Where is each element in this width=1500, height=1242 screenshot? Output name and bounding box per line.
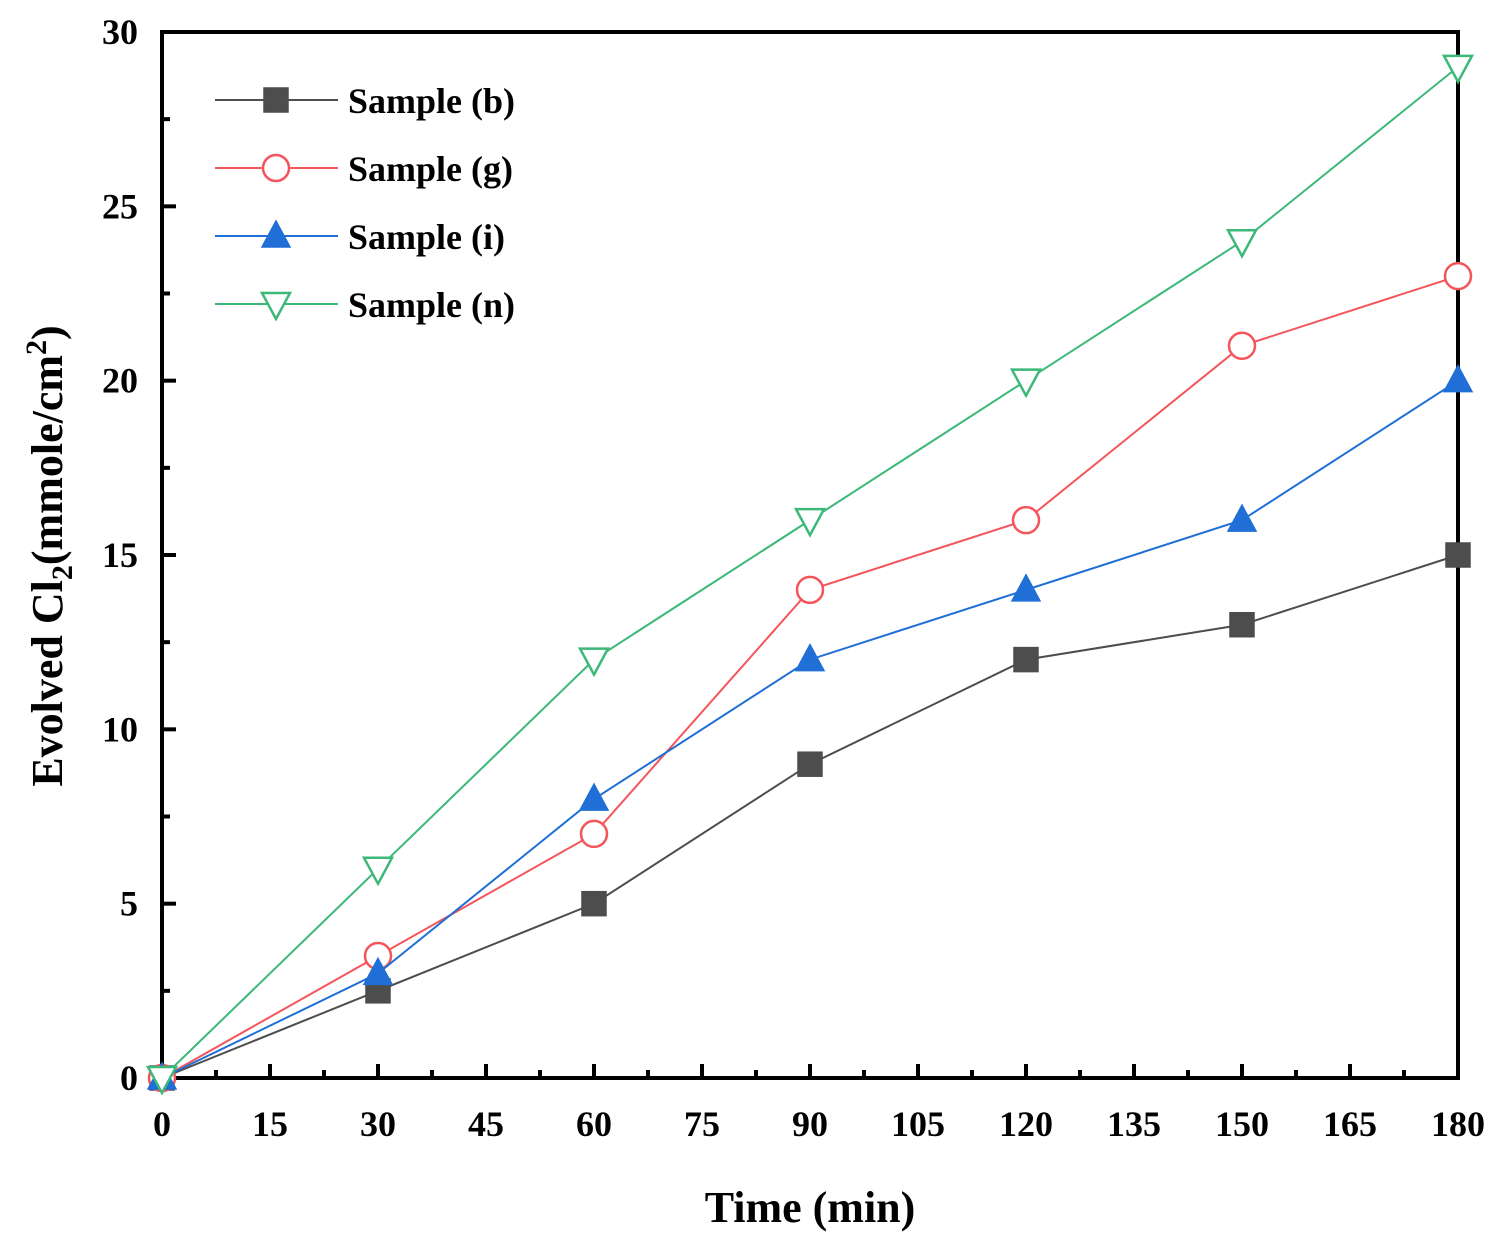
x-tick-label: 75 bbox=[684, 1104, 720, 1144]
series-0 bbox=[149, 542, 1471, 1091]
series-line bbox=[161, 275, 1459, 1079]
data-point bbox=[1227, 331, 1257, 361]
legend-marker bbox=[260, 219, 292, 248]
legend-label: Sample (n) bbox=[348, 285, 515, 325]
series-line bbox=[161, 379, 1459, 1079]
x-tick-label: 165 bbox=[1323, 1104, 1377, 1144]
legend-entry: Sample (b) bbox=[215, 81, 515, 121]
x-tick-label: 135 bbox=[1107, 1104, 1161, 1144]
x-tick-label: 120 bbox=[999, 1104, 1053, 1144]
legend-label: Sample (g) bbox=[348, 149, 513, 189]
y-tick-label: 0 bbox=[120, 1058, 138, 1098]
legend-marker bbox=[263, 87, 289, 113]
data-point bbox=[581, 890, 607, 917]
legend-entry: Sample (n) bbox=[215, 285, 515, 325]
data-point bbox=[1225, 228, 1259, 259]
y-tick-label: 30 bbox=[102, 12, 138, 52]
y-tick-label: 25 bbox=[102, 186, 138, 226]
y-axis-title: Evolved Cl2(mmole/cm2) bbox=[20, 325, 79, 786]
data-point bbox=[578, 782, 610, 811]
y-axis-title-main: Evolved Cl bbox=[23, 580, 72, 787]
data-point bbox=[797, 751, 823, 777]
legend: Sample (b) Sample (g) Sample (i) Sample (n) bbox=[215, 81, 515, 325]
y-axis-title-close: ) bbox=[23, 325, 72, 340]
x-tick-label: 150 bbox=[1215, 1104, 1269, 1144]
data-point bbox=[145, 1065, 179, 1096]
legend-marker bbox=[259, 291, 293, 322]
data-point bbox=[361, 856, 395, 887]
y-tick-label: 10 bbox=[102, 709, 138, 749]
data-point bbox=[362, 956, 394, 986]
y-axis-ticks: 0 5 10 15 20 25 30 bbox=[102, 12, 176, 1098]
y-axis-title-superscript: 2 bbox=[20, 340, 53, 355]
series-2 bbox=[146, 364, 1474, 1090]
legend-label: Sample (i) bbox=[348, 217, 505, 257]
legend-marker bbox=[261, 153, 291, 183]
x-tick-label: 45 bbox=[468, 1104, 504, 1144]
x-tick-label: 90 bbox=[792, 1104, 828, 1144]
data-point bbox=[1011, 505, 1041, 535]
y-tick-label: 15 bbox=[102, 535, 138, 575]
x-tick-label: 15 bbox=[252, 1104, 288, 1144]
data-point bbox=[1229, 611, 1255, 638]
legend-label: Sample (b) bbox=[348, 81, 515, 121]
data-point bbox=[577, 647, 611, 678]
data-point bbox=[579, 819, 609, 849]
data-point bbox=[793, 507, 827, 538]
data-point bbox=[1010, 573, 1042, 602]
y-tick-label: 20 bbox=[102, 361, 138, 401]
legend-entry: Sample (g) bbox=[215, 149, 513, 189]
x-tick-label: 180 bbox=[1431, 1104, 1485, 1144]
x-tick-label: 60 bbox=[576, 1104, 612, 1144]
x-tick-label: 105 bbox=[891, 1104, 945, 1144]
data-point bbox=[794, 643, 826, 672]
data-point bbox=[1013, 646, 1039, 673]
legend-entry: Sample (i) bbox=[215, 217, 505, 257]
series-1 bbox=[147, 261, 1473, 1093]
y-axis-title-unit: (mmole/cm bbox=[23, 355, 72, 565]
x-tick-label: 0 bbox=[153, 1104, 171, 1144]
data-point bbox=[1442, 364, 1474, 393]
series-layer bbox=[145, 54, 1475, 1096]
data-point bbox=[1443, 261, 1473, 291]
data-point bbox=[1445, 542, 1471, 568]
data-point bbox=[1441, 54, 1475, 85]
x-tick-label: 30 bbox=[360, 1104, 396, 1144]
data-point bbox=[795, 575, 825, 605]
data-point bbox=[1226, 503, 1258, 532]
y-axis-title-subscript: 2 bbox=[46, 565, 79, 580]
x-axis-title: Time (min) bbox=[705, 1183, 916, 1232]
x-axis-ticks: 0 15 30 45 60 75 90 105 120 135 150 165 180 bbox=[153, 1064, 1485, 1144]
series-3 bbox=[145, 54, 1475, 1096]
data-point bbox=[1009, 368, 1043, 399]
series-line bbox=[161, 554, 1459, 1079]
y-tick-label: 5 bbox=[120, 884, 138, 924]
